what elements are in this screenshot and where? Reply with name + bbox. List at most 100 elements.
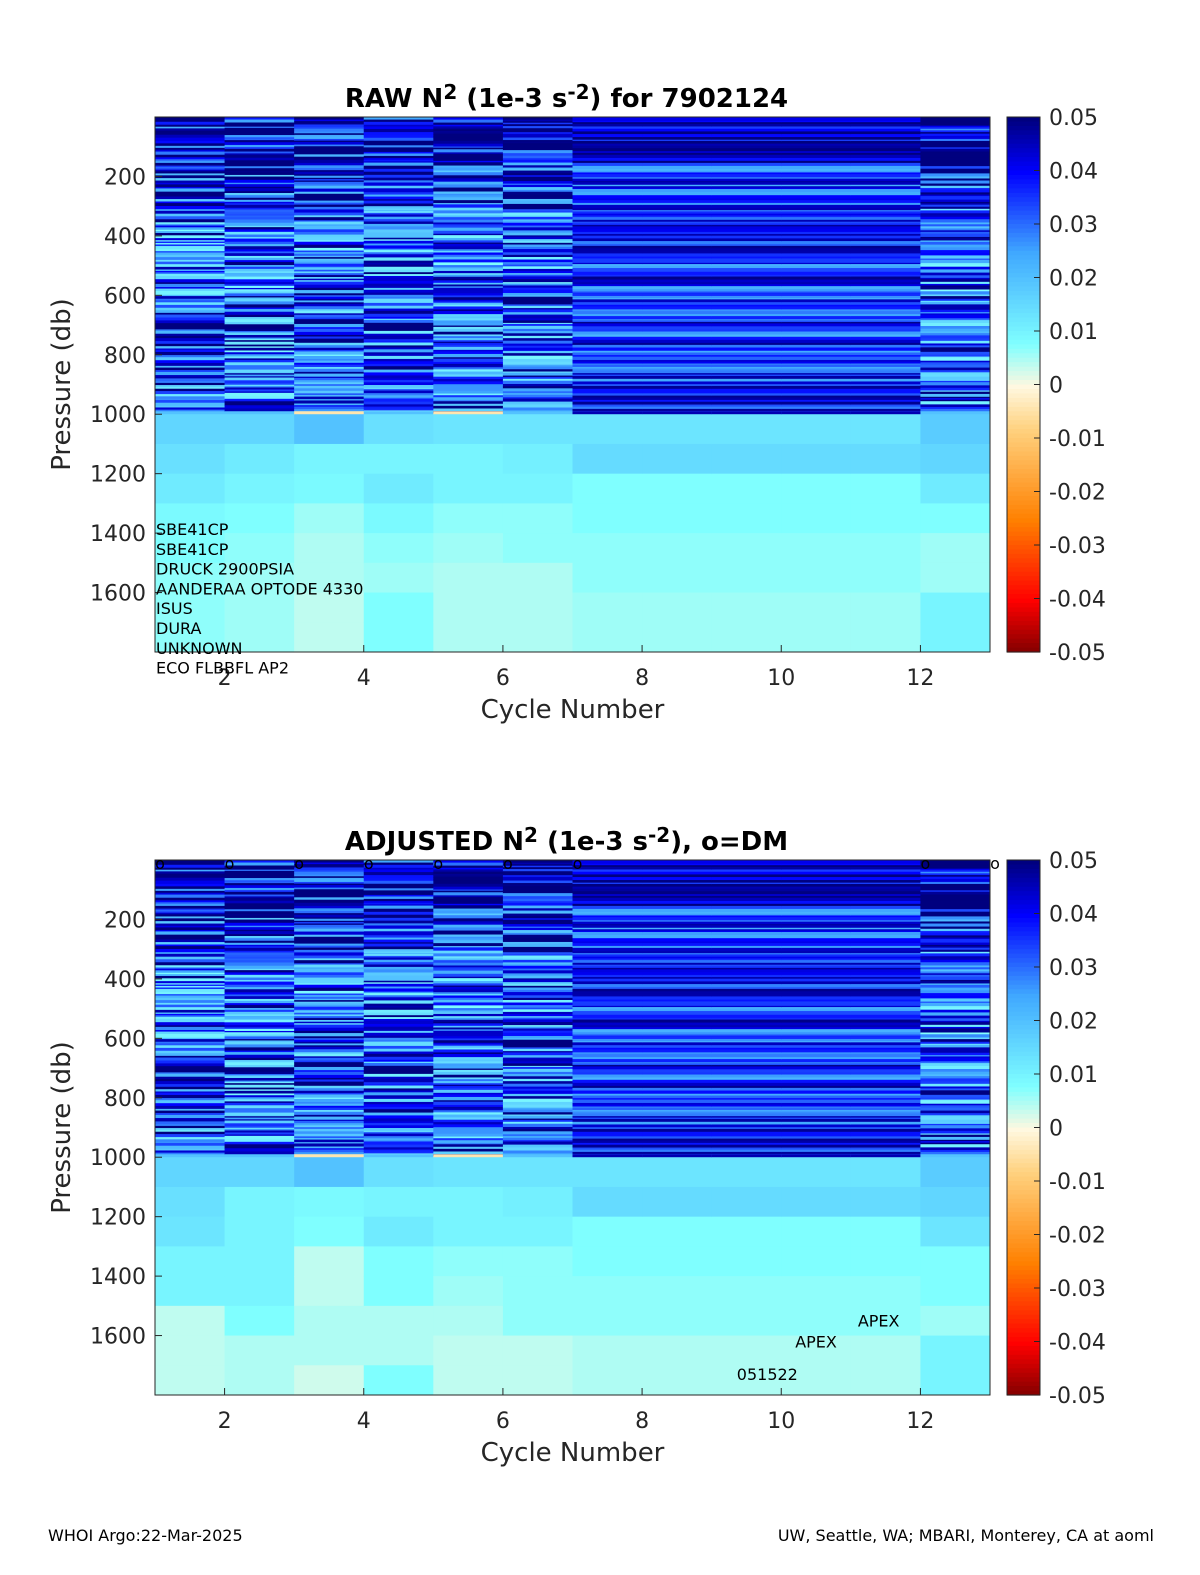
heatmap-cell xyxy=(155,1152,226,1156)
heatmap-cell xyxy=(711,443,782,475)
heatmap-cell xyxy=(572,118,643,122)
heatmap-cell xyxy=(711,404,782,408)
colorbar-swatch xyxy=(1007,495,1040,502)
heatmap-cell xyxy=(155,191,226,195)
heatmap-cell xyxy=(294,284,365,289)
colorbar-swatch xyxy=(1007,308,1040,314)
heatmap-cell xyxy=(572,1138,643,1141)
heatmap-cell xyxy=(433,119,504,124)
heatmap-cell xyxy=(642,1116,713,1119)
heatmap-cell xyxy=(363,250,434,253)
heatmap-cell xyxy=(850,219,921,223)
heatmap-cell xyxy=(294,338,365,342)
y-tick-label: 1400 xyxy=(90,1265,146,1290)
heatmap-cell xyxy=(711,1128,782,1133)
heatmap-cell xyxy=(850,385,921,390)
heatmap-cell xyxy=(363,330,434,335)
heatmap-cell xyxy=(363,262,434,266)
heatmap-cell xyxy=(224,337,295,340)
heatmap-cell xyxy=(433,152,504,155)
heatmap-cell xyxy=(642,213,713,217)
heatmap-cell xyxy=(642,162,713,167)
heatmap-cell xyxy=(572,888,643,892)
heatmap-cell xyxy=(363,297,434,300)
heatmap-cell xyxy=(642,925,713,929)
heatmap-cell xyxy=(294,377,365,381)
heatmap-cell xyxy=(363,188,434,191)
heatmap-cell xyxy=(781,134,852,138)
heatmap-cell xyxy=(850,1001,921,1004)
heatmap-cell xyxy=(294,924,365,928)
heatmap-cell xyxy=(363,995,434,998)
heatmap-cell xyxy=(294,281,365,286)
heatmap-cell xyxy=(433,927,504,932)
heatmap-cell xyxy=(642,533,713,564)
heatmap-cell xyxy=(433,299,504,303)
heatmap-cell xyxy=(433,126,504,130)
heatmap-cell xyxy=(155,1079,226,1082)
colorbar-swatch xyxy=(1007,1065,1040,1071)
heatmap-cell xyxy=(642,304,713,307)
heatmap-cell xyxy=(224,1090,295,1094)
heatmap-cell xyxy=(363,878,434,882)
heatmap-cell xyxy=(781,322,852,324)
heatmap-cell xyxy=(850,309,921,312)
heatmap-cell xyxy=(433,976,504,979)
heatmap-cell xyxy=(642,120,713,123)
heatmap-cell xyxy=(433,962,504,966)
heatmap-cell xyxy=(155,975,226,979)
heatmap-cell xyxy=(642,871,713,875)
heatmap-cell xyxy=(850,131,921,135)
heatmap-cell xyxy=(642,137,713,141)
colorbar-swatch xyxy=(1007,1123,1040,1129)
heatmap-cell xyxy=(155,244,226,247)
x-tick-label: 10 xyxy=(767,1409,795,1434)
heatmap-cell xyxy=(572,311,643,315)
heatmap-cell xyxy=(711,137,782,141)
heatmap-cell xyxy=(224,260,295,263)
heatmap-cell xyxy=(224,157,295,161)
heatmap-cell xyxy=(433,1154,504,1158)
heatmap-cell xyxy=(502,1121,573,1125)
heatmap-cell xyxy=(850,120,921,123)
heatmap-cell xyxy=(711,213,782,217)
heatmap-cell xyxy=(920,151,990,154)
heatmap-cell xyxy=(363,1132,434,1135)
heatmap-cell xyxy=(711,339,782,344)
heatmap-cell xyxy=(920,203,990,206)
heatmap-cell xyxy=(502,414,573,445)
colorbar-swatch xyxy=(1007,152,1040,158)
heatmap-cell xyxy=(433,910,504,915)
heatmap-cell xyxy=(224,166,295,169)
heatmap-cell xyxy=(572,215,643,218)
heatmap-cell xyxy=(363,908,434,911)
heatmap-cell xyxy=(433,1216,504,1247)
heatmap-cell xyxy=(920,160,990,164)
colorbar-swatch xyxy=(1007,1131,1040,1138)
heatmap-cell xyxy=(155,1137,226,1140)
heatmap-cell xyxy=(920,1139,990,1142)
colorbar-swatch xyxy=(1007,473,1040,479)
chart-title: ADJUSTED N2 (1e-3 s-2), o=DM xyxy=(345,823,788,857)
heatmap-cell xyxy=(711,221,782,224)
heatmap-cell xyxy=(155,1015,226,1018)
heatmap-cell xyxy=(642,1151,713,1155)
heatmap-cell xyxy=(642,370,713,374)
heatmap-cell xyxy=(433,200,504,204)
heatmap-cell xyxy=(781,374,852,377)
heatmap-cell xyxy=(155,443,226,475)
heatmap-cell xyxy=(711,1027,782,1030)
heatmap-cell xyxy=(363,914,434,919)
colorbar-swatch xyxy=(1007,647,1040,653)
heatmap-cell xyxy=(502,1068,573,1073)
heatmap-cell xyxy=(155,231,226,234)
heatmap-cell xyxy=(224,324,295,327)
heatmap-cell xyxy=(642,1216,713,1247)
heatmap-cell xyxy=(572,912,643,915)
heatmap-cell xyxy=(294,253,365,257)
heatmap-cell xyxy=(155,918,226,922)
heatmap-cell xyxy=(433,898,504,903)
heatmap-cell xyxy=(572,972,643,976)
heatmap-cell xyxy=(433,915,504,919)
heatmap-cell xyxy=(502,376,573,380)
